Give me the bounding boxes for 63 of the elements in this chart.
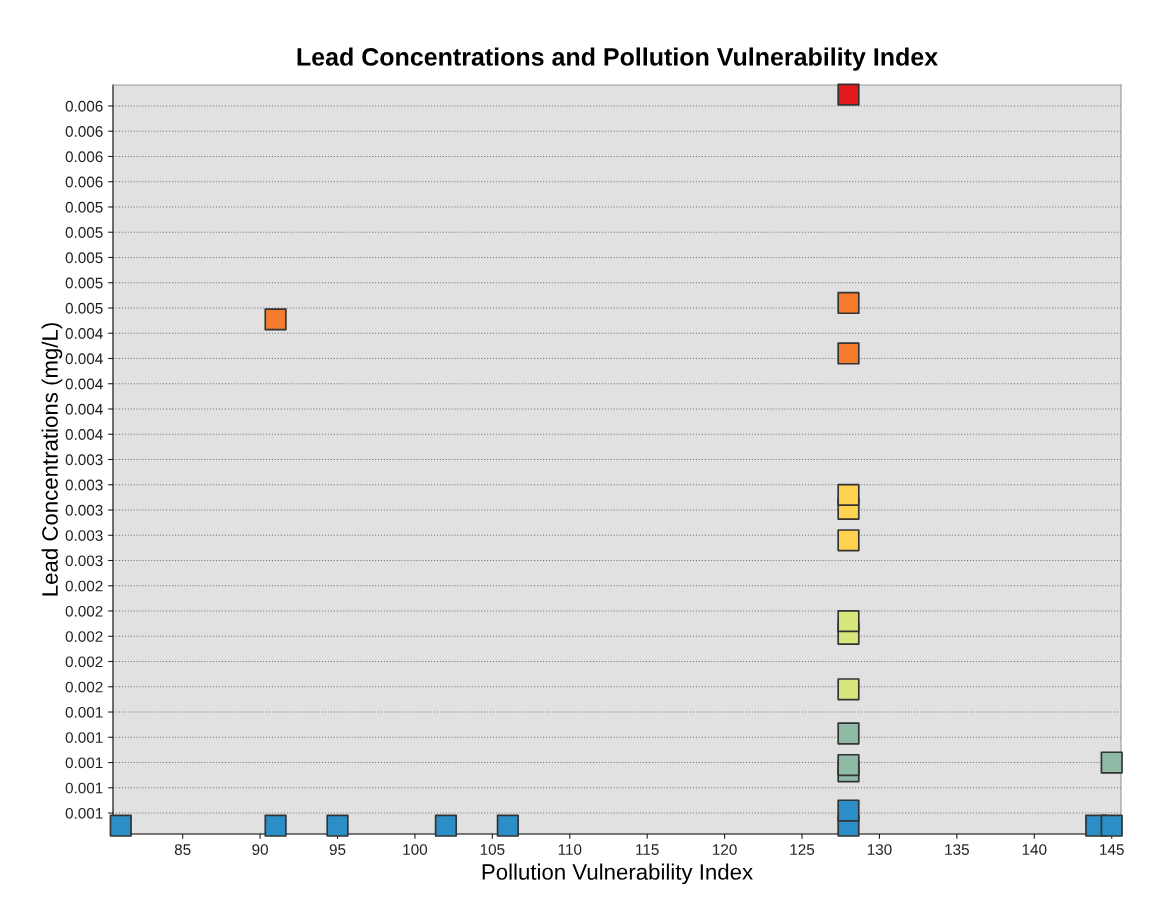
- y-tick-label: 0.003: [65, 530, 103, 541]
- y-tick-label: 0.002: [65, 681, 103, 693]
- point: [264, 814, 287, 837]
- y-tick-label: 0.003: [65, 504, 103, 516]
- x-tick-label: 105: [480, 844, 505, 855]
- y-tick-label: 0.003: [65, 454, 103, 466]
- point: [837, 678, 860, 701]
- point: [837, 722, 860, 745]
- y-tick-label: 0.003: [65, 479, 103, 491]
- point: [837, 83, 860, 106]
- y-tick-label: 0.001: [65, 706, 103, 718]
- x-tick-label: 135: [945, 844, 969, 855]
- x-tick-label: 115: [636, 844, 659, 855]
- point: [837, 799, 860, 822]
- point: [1100, 751, 1123, 774]
- y-tick-label: 0.002: [65, 631, 103, 642]
- y-tick-label: 0.005: [65, 227, 103, 238]
- y-tick-label: 0.001: [65, 782, 103, 794]
- y-tick-label: 0.002: [65, 580, 103, 592]
- y-tick-label: 0.004: [65, 378, 103, 390]
- x-tick-label: 140: [1022, 844, 1047, 855]
- x-axis-title: Pollution Vulnerability Index: [482, 863, 753, 885]
- x-tick-label: 145: [1100, 844, 1124, 855]
- y-tick-label: 0.004: [65, 328, 103, 339]
- point: [837, 609, 860, 633]
- point: [837, 342, 860, 365]
- y-tick-label: 0.004: [65, 403, 103, 415]
- y-tick-label: 0.001: [65, 757, 103, 769]
- y-tick-label: 0.006: [65, 126, 103, 137]
- point: [837, 291, 860, 315]
- y-tick-label: 0.004: [65, 429, 103, 440]
- y-axis-title: Lead Concentrations (mg/L): [41, 323, 63, 596]
- point: [837, 753, 860, 777]
- point: [1100, 814, 1123, 837]
- point: [496, 814, 519, 837]
- x-tick-label: 90: [252, 844, 268, 855]
- y-tick-label: 0.002: [65, 605, 103, 617]
- point: [837, 529, 860, 552]
- point: [434, 814, 458, 837]
- x-tick-label: 110: [558, 844, 582, 855]
- y-tick-label: 0.005: [65, 302, 103, 314]
- x-tick-label: 130: [867, 844, 892, 855]
- x-tick-label: 120: [713, 844, 737, 855]
- y-tick-label: 0.003: [65, 555, 103, 567]
- y-tick-label: 0.005: [65, 252, 103, 264]
- y-tick-label: 0.005: [65, 201, 103, 213]
- x-tick-label: 100: [403, 844, 428, 855]
- point: [837, 483, 860, 506]
- point: [109, 814, 132, 837]
- y-tick-label: 0.002: [65, 656, 103, 668]
- y-tick-label: 0.006: [65, 151, 103, 163]
- x-tick-label: 85: [174, 844, 191, 855]
- x-tick-label: 95: [329, 844, 346, 855]
- y-tick-label: 0.004: [65, 353, 103, 365]
- y-tick-label: 0.001: [65, 807, 103, 819]
- chart-title: Lead Concentrations and Pollution Vulnerability Index: [297, 47, 938, 71]
- x-tick-label: 125: [790, 844, 815, 855]
- point: [326, 814, 349, 837]
- point: [264, 308, 287, 331]
- y-tick-label: 0.006: [65, 176, 103, 188]
- y-tick-label: 0.001: [65, 732, 103, 743]
- y-tick-label: 0.006: [65, 100, 103, 112]
- y-tick-label: 0.005: [65, 277, 103, 289]
